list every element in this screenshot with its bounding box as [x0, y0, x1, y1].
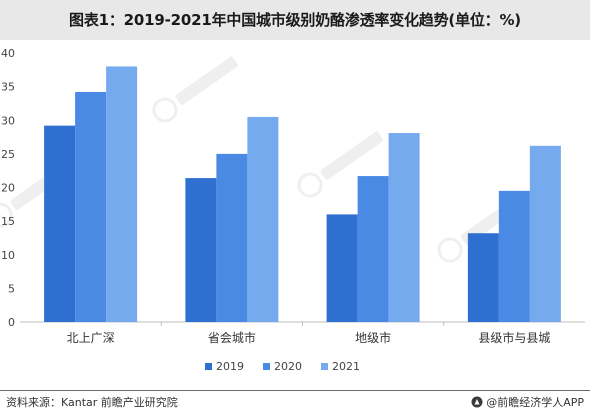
bar-2021-1 — [247, 116, 279, 322]
category-labels: 北上广深 省会城市 地级市 县级市与县城 — [67, 330, 551, 345]
bar-2021-3 — [529, 145, 561, 322]
watermark-mark-1 — [297, 131, 384, 198]
legend-swatch-2020 — [263, 363, 270, 370]
y-tick-label: 20 — [1, 182, 15, 195]
bar-2020-1 — [216, 153, 248, 322]
bar-2019-1 — [185, 178, 217, 322]
footer-divider — [0, 390, 590, 391]
source-note: 资料来源：Kantar 前瞻产业研究院 — [6, 396, 178, 409]
y-tick-label: 30 — [1, 114, 15, 127]
y-tick-label: 35 — [1, 81, 15, 94]
y-tick-label: 5 — [8, 282, 15, 295]
bars — [44, 66, 561, 322]
watermark-band — [175, 56, 239, 105]
legend-swatch-2019 — [205, 363, 212, 370]
y-tick-label: 10 — [1, 249, 15, 262]
bar-2019-0 — [44, 125, 76, 322]
x-tick-label: 北上广深 — [67, 331, 115, 345]
watermark-logo-icon — [152, 97, 178, 123]
watermark-logo-icon — [437, 237, 463, 263]
chart-title: 图表1：2019-2021年中国城市级别奶酪渗透率变化趋势(单位：%) — [69, 11, 521, 29]
watermark-logo-icon — [0, 202, 13, 228]
x-tick-label: 省会城市 — [208, 330, 256, 345]
y-tick-label: 25 — [1, 148, 15, 161]
legend: 2019 2020 2021 — [205, 360, 360, 373]
y-tick-label: 0 — [8, 316, 15, 329]
title-bar — [0, 0, 590, 40]
x-tick-label: 地级市 — [355, 330, 391, 345]
y-tick-label: 40 — [1, 47, 15, 60]
bar-2020-2 — [357, 176, 389, 322]
brand-logo-icon — [471, 396, 483, 408]
legend-swatch-2021 — [321, 363, 328, 370]
legend-label-2019: 2019 — [216, 360, 244, 373]
brand-text: @前瞻经济学人APP — [486, 396, 584, 409]
watermark-band — [320, 131, 384, 180]
bar-2021-0 — [106, 66, 138, 322]
x-tick-label: 县级市与县城 — [478, 330, 550, 345]
bar-2019-3 — [467, 233, 499, 322]
bar-2020-3 — [498, 190, 530, 322]
legend-label-2021: 2021 — [332, 360, 360, 373]
bar-2020-0 — [75, 92, 107, 322]
y-tick-label: 15 — [1, 215, 15, 228]
brand-credit: @前瞻经济学人APP — [471, 394, 584, 410]
watermark-logo-icon — [297, 172, 323, 198]
bar-2021-2 — [388, 133, 420, 322]
bar-2019-2 — [326, 214, 358, 322]
watermark-mark-0 — [152, 56, 239, 123]
legend-label-2020: 2020 — [274, 360, 302, 373]
